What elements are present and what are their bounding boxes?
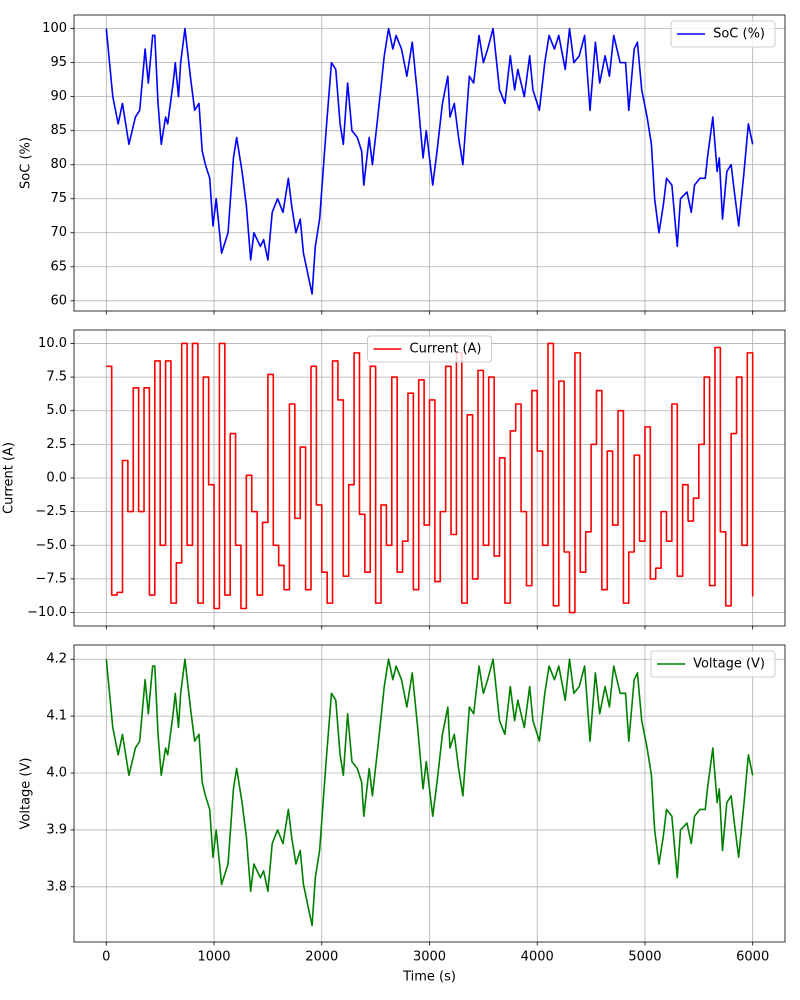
y-tick-label: −10.0 xyxy=(27,605,67,620)
y-tick-label: 75 xyxy=(50,191,67,206)
legend-box xyxy=(670,20,776,48)
y-tick-label: 100 xyxy=(42,21,67,36)
x-tick-label: 6000 xyxy=(736,950,769,965)
y-tick-label: 3.9 xyxy=(46,822,67,837)
y-tick-label: 4.0 xyxy=(46,766,67,781)
y-tick-label: 5.0 xyxy=(46,403,67,418)
y-tick-label: 85 xyxy=(50,123,67,138)
x-axis-label: Time (s) xyxy=(402,970,456,985)
y-tick-label: 95 xyxy=(50,55,67,70)
y-axis-label: SoC (%) xyxy=(19,137,34,189)
x-tick-label: 4000 xyxy=(521,950,554,965)
axes-frame xyxy=(73,329,786,627)
axes-frame xyxy=(73,14,786,312)
legend-box xyxy=(650,650,776,678)
y-tick-label: 10.0 xyxy=(38,336,67,351)
y-tick-label: 80 xyxy=(50,157,67,172)
data-line xyxy=(105,658,754,927)
y-tick-label: 4.2 xyxy=(46,652,67,667)
x-tick-label: 3000 xyxy=(413,950,446,965)
data-line xyxy=(106,342,754,614)
x-tick-label: 2000 xyxy=(305,950,338,965)
y-axis-label: Current (A) xyxy=(2,442,17,514)
data-line xyxy=(105,27,754,295)
y-tick-label: 3.8 xyxy=(46,879,67,894)
y-tick-label: 7.5 xyxy=(46,370,67,385)
y-tick-label: 2.5 xyxy=(46,437,67,452)
y-axis-label: Voltage (V) xyxy=(19,758,34,830)
y-tick-label: 90 xyxy=(50,89,67,104)
y-tick-label: −2.5 xyxy=(35,504,67,519)
y-tick-label: 60 xyxy=(50,293,67,308)
x-tick-label: 5000 xyxy=(628,950,661,965)
y-tick-label: 70 xyxy=(50,225,67,240)
legend-label: Current (A) xyxy=(410,342,482,357)
x-tick-label: 1000 xyxy=(197,950,230,965)
y-tick-label: 0.0 xyxy=(46,471,67,486)
y-tick-label: −7.5 xyxy=(35,571,67,586)
legend-box xyxy=(367,335,492,363)
y-tick-label: −5.0 xyxy=(35,538,67,553)
y-tick-label: 4.1 xyxy=(46,709,67,724)
x-tick-label: 0 xyxy=(102,950,110,965)
axes-frame xyxy=(73,644,786,943)
y-tick-label: 65 xyxy=(50,259,67,274)
legend-label: Voltage (V) xyxy=(693,657,765,672)
legend-label: SoC (%) xyxy=(713,27,765,42)
